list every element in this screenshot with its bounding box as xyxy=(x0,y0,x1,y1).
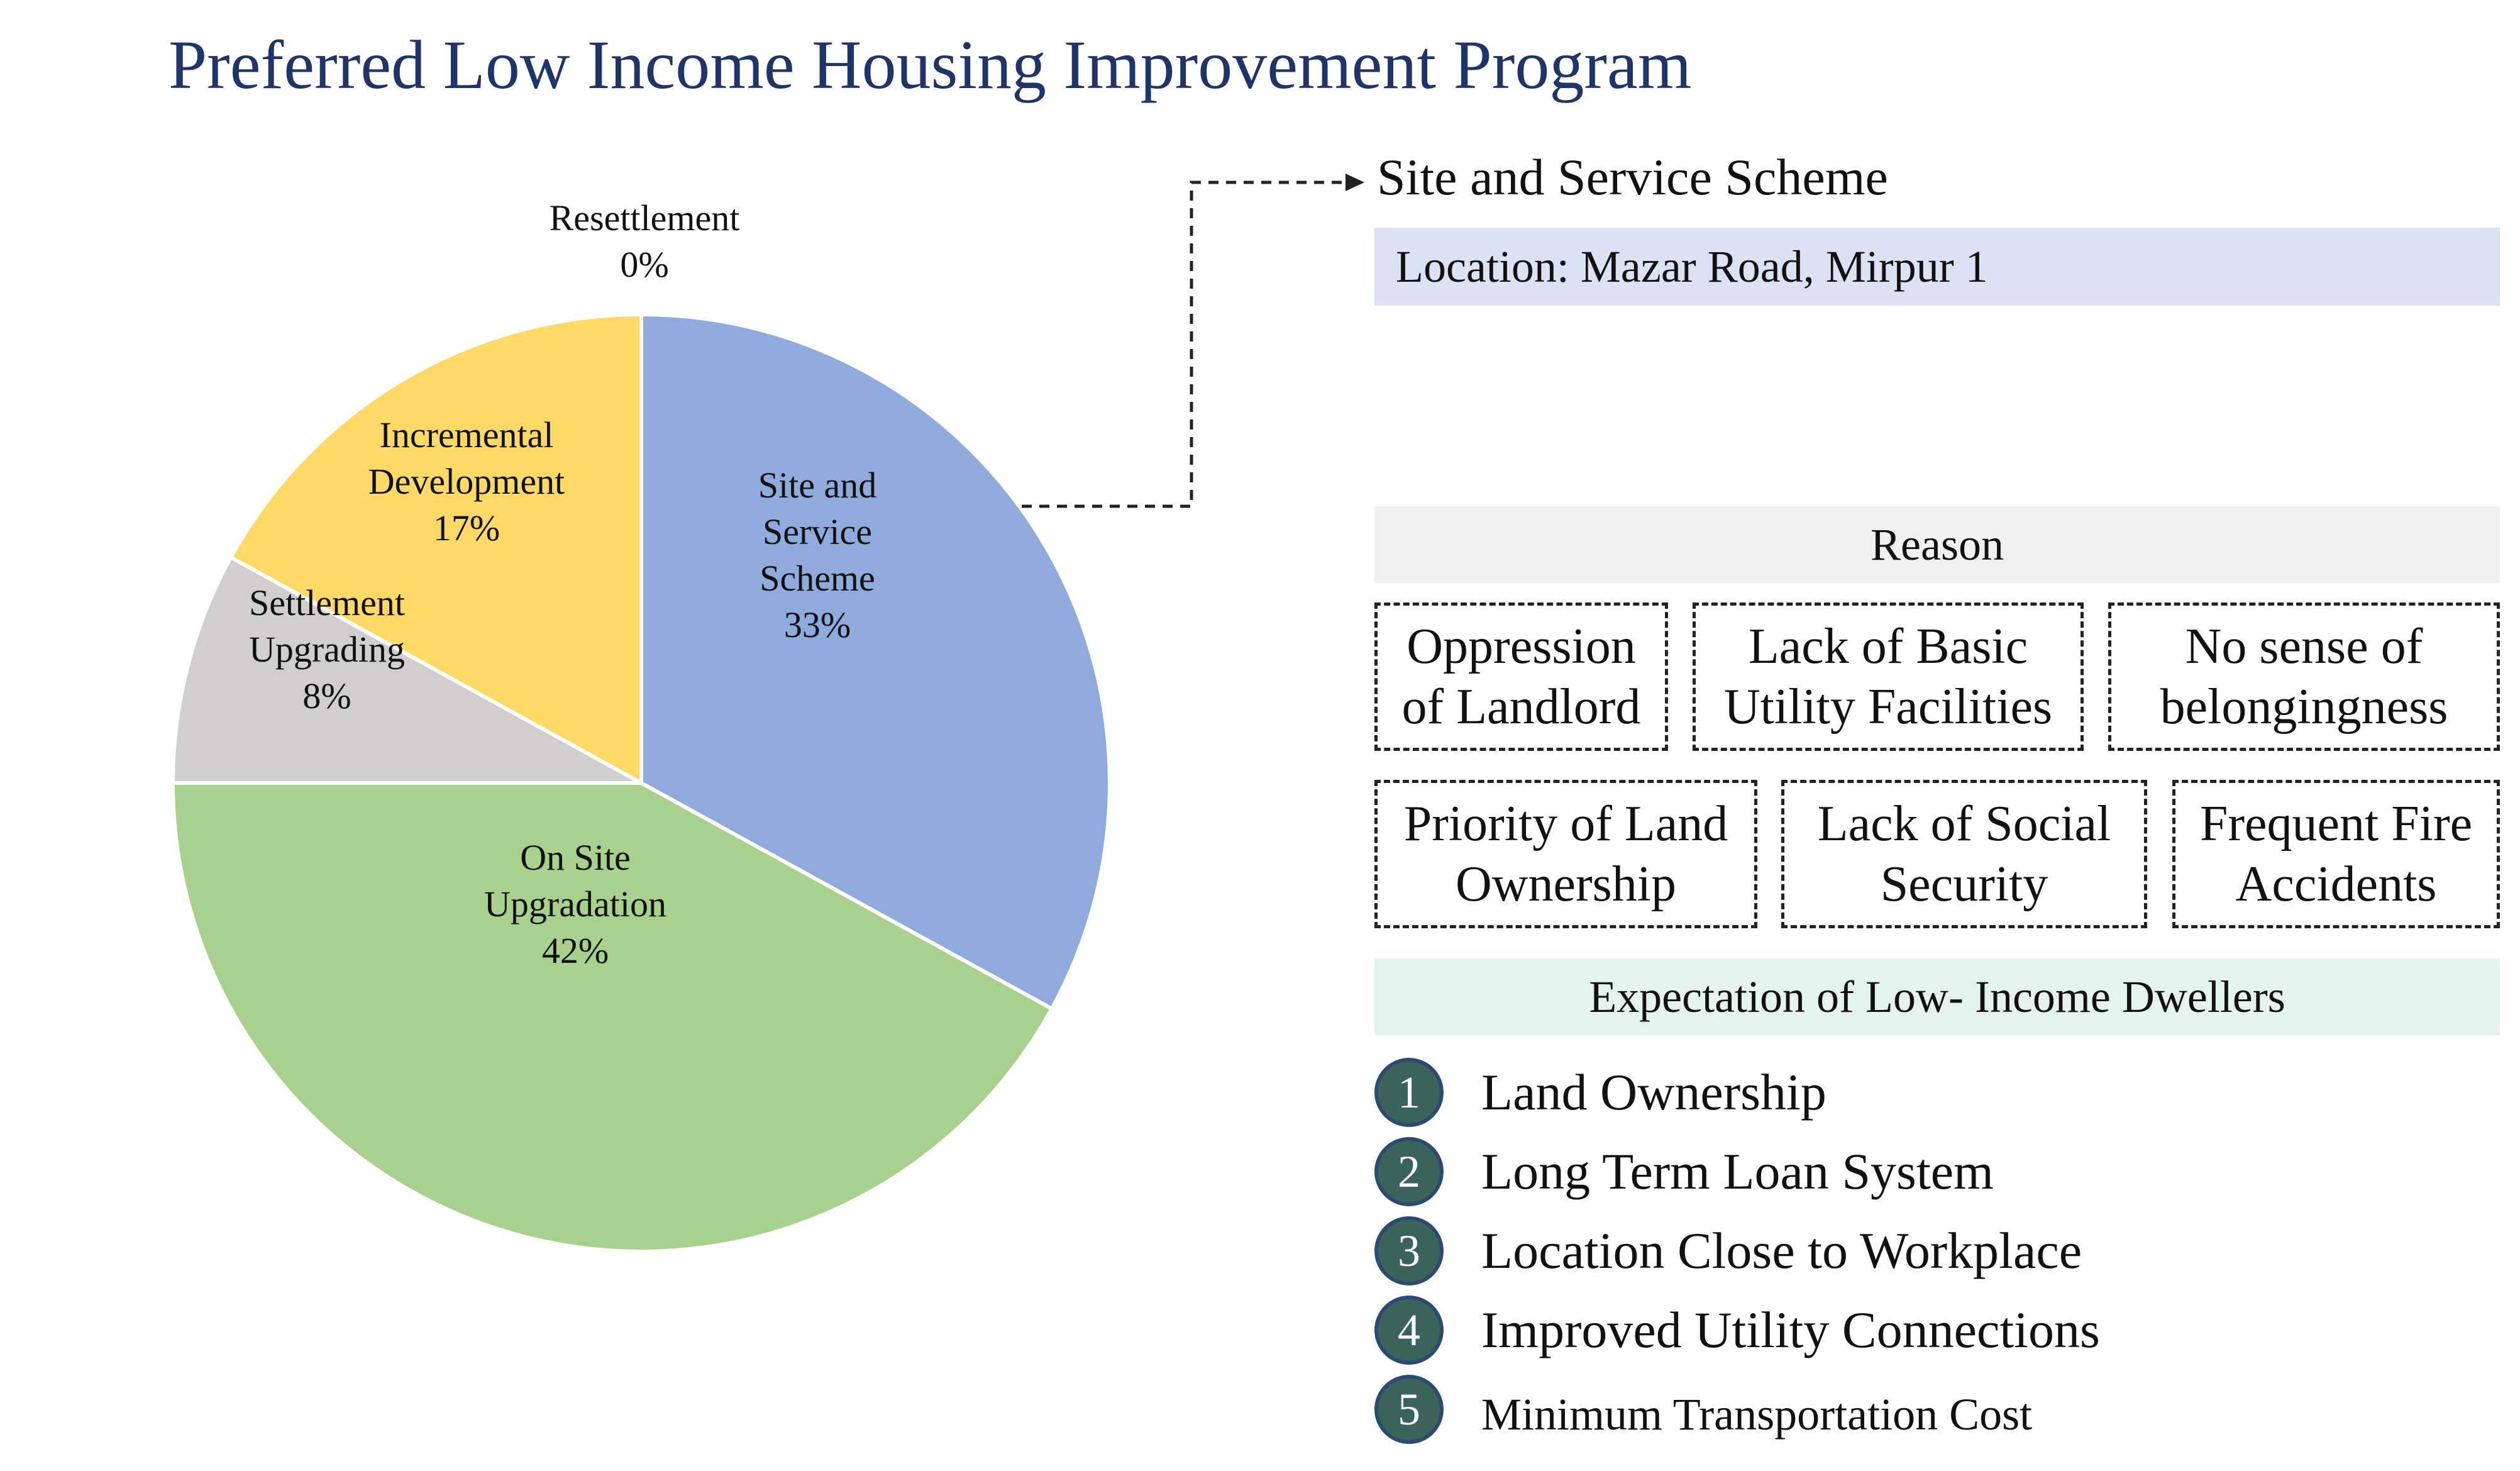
pie-slice-on-site-upgradation xyxy=(170,781,1054,1253)
expectation-header-label: Expectation of Low- Income Dwellers xyxy=(1589,971,2285,1022)
location-text: Location: Mazar Road, Mirpur 1 xyxy=(1396,241,1988,292)
expectation-text: Location Close to Workplace xyxy=(1481,1222,2082,1279)
reason-line: Security xyxy=(1880,857,2048,912)
expectation-text: Long Term Loan System xyxy=(1481,1143,1994,1200)
reason-header: Reason xyxy=(1374,506,2500,583)
expectation-text: Land Ownership xyxy=(1481,1063,1826,1121)
reason-line: Frequent Fire xyxy=(2199,796,2473,852)
callout-connector xyxy=(1022,174,1364,508)
number-badge-icon: 2 xyxy=(1374,1137,1444,1206)
expectation-item: 2 Long Term Loan System xyxy=(1374,1137,2506,1213)
reason-line: Lack of Social xyxy=(1817,796,2111,852)
reason-box-belongingness: No sense of belongingness xyxy=(2108,602,2500,751)
pie-slice-label: Resettlement 0% xyxy=(550,197,740,285)
pie-slice-incremental-development xyxy=(228,312,643,787)
expectation-text: Minimum Transportation Cost xyxy=(1481,1389,2033,1440)
number-badge-icon: 4 xyxy=(1374,1296,1444,1365)
pie-slice-label: Settlement Upgrading 8% xyxy=(249,582,405,716)
reason-header-label: Reason xyxy=(1871,519,2004,570)
expectation-text: Improved Utility Connections xyxy=(1481,1301,2100,1358)
callout-scheme-title: Site and Service Scheme xyxy=(1377,148,1888,206)
number-badge-icon: 5 xyxy=(1374,1375,1444,1444)
reason-line: Lack of Basic xyxy=(1748,619,2028,674)
pie-labels: Site and Service Scheme 33% On Site Upgradati… xyxy=(249,197,876,971)
reason-line: Ownership xyxy=(1455,857,1677,912)
reason-box-utility: Lack of Basic Utility Facilities xyxy=(1693,602,2084,751)
reason-box-fire-accidents: Frequent Fire Accidents xyxy=(2172,780,2500,928)
reason-line: Priority of Land xyxy=(1403,796,1728,852)
page-title: Preferred Low Income Housing Improvement… xyxy=(169,26,1692,103)
reason-line: Oppression xyxy=(1406,619,1636,674)
pie-slice-label: On Site Upgradation 42% xyxy=(484,837,666,971)
expectation-item: 5 Minimum Transportation Cost xyxy=(1374,1375,2506,1450)
number-badge-icon: 3 xyxy=(1374,1216,1444,1285)
expectation-header: Expectation of Low- Income Dwellers xyxy=(1374,958,2500,1035)
expectation-item: 3 Location Close to Workplace xyxy=(1374,1216,2506,1292)
reason-line: Utility Facilities xyxy=(1723,679,2053,735)
expectation-item: 4 Improved Utility Connections xyxy=(1374,1296,2506,1371)
reason-line: belongingness xyxy=(2160,679,2448,735)
reason-line: of Landlord xyxy=(1401,679,1641,735)
reason-box-social-security: Lack of Social Security xyxy=(1781,780,2147,928)
location-box: Location: Mazar Road, Mirpur 1 xyxy=(1374,228,2500,306)
pie-slices xyxy=(170,312,1112,1253)
number-badge-icon: 1 xyxy=(1374,1058,1444,1127)
reason-line: No sense of xyxy=(2185,619,2423,674)
reason-line: Accidents xyxy=(2235,857,2437,912)
pie-slice-label: Incremental Development 17% xyxy=(368,414,565,548)
reason-box-oppression: Oppression of Landlord xyxy=(1374,602,1668,751)
expectation-item: 1 Land Ownership xyxy=(1374,1058,2506,1133)
reason-box-land-ownership: Priority of Land Ownership xyxy=(1374,780,1757,928)
pie-slice-label: Site and Service Scheme 33% xyxy=(758,465,876,645)
callout-arrow-icon xyxy=(1346,174,1364,191)
pie-slice-settlement-upgrading xyxy=(170,555,643,785)
pie-slice-site-and-service-scheme xyxy=(639,312,1112,1011)
